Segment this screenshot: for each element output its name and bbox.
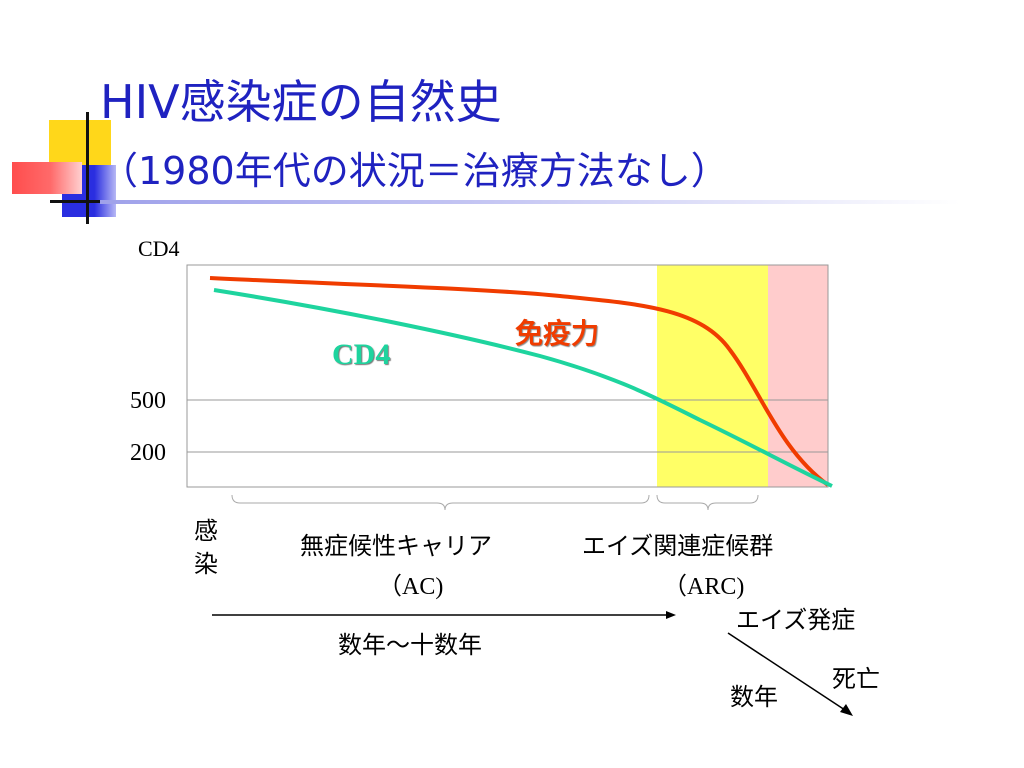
timeline-arrow-aids-head	[840, 704, 853, 716]
slide-title-line1: HIV感染症の自然史	[100, 75, 502, 129]
series-label-cd4: CD4	[332, 338, 391, 371]
phase-abbr-ac: （AC)	[378, 574, 444, 600]
death-label: 死亡	[832, 665, 880, 693]
series-line-cd4	[213, 288, 833, 488]
phase-label-arc: エイズ関連症候群	[582, 532, 774, 560]
brace-ac	[231, 494, 650, 511]
slide-title-line2: （1980年代の状況＝治療方法なし）	[100, 149, 729, 193]
deco-title-underline	[100, 200, 960, 204]
timeline-arrow-ac-head	[666, 611, 676, 619]
timeline-arrow-aids	[727, 632, 849, 713]
series-line-immunity	[209, 276, 830, 487]
brace-arc	[656, 494, 759, 511]
infection-label-2: 染	[194, 550, 218, 578]
phase-band-arc	[657, 265, 768, 487]
deco-red-bar	[12, 162, 82, 194]
phase-label-ac: 無症候性キャリア	[300, 532, 492, 560]
series-label-immunity: 免疫力	[515, 317, 600, 350]
y-tick-label-200: 200	[130, 440, 166, 466]
infection-label-1: 感	[194, 517, 218, 545]
deco-horizontal-line	[50, 200, 120, 203]
aids-onset-label: エイズ発症	[736, 606, 856, 634]
deco-vertical-line	[86, 112, 89, 224]
y-tick-label-500: 500	[130, 388, 166, 414]
duration-label-aids: 数年	[730, 683, 778, 711]
duration-label-ac: 数年〜十数年	[338, 631, 482, 659]
phase-band-aids	[768, 265, 828, 487]
phase-abbr-arc: （ARC)	[663, 574, 745, 600]
plot-frame	[186, 264, 829, 488]
y-axis-label: CD4	[138, 236, 180, 261]
